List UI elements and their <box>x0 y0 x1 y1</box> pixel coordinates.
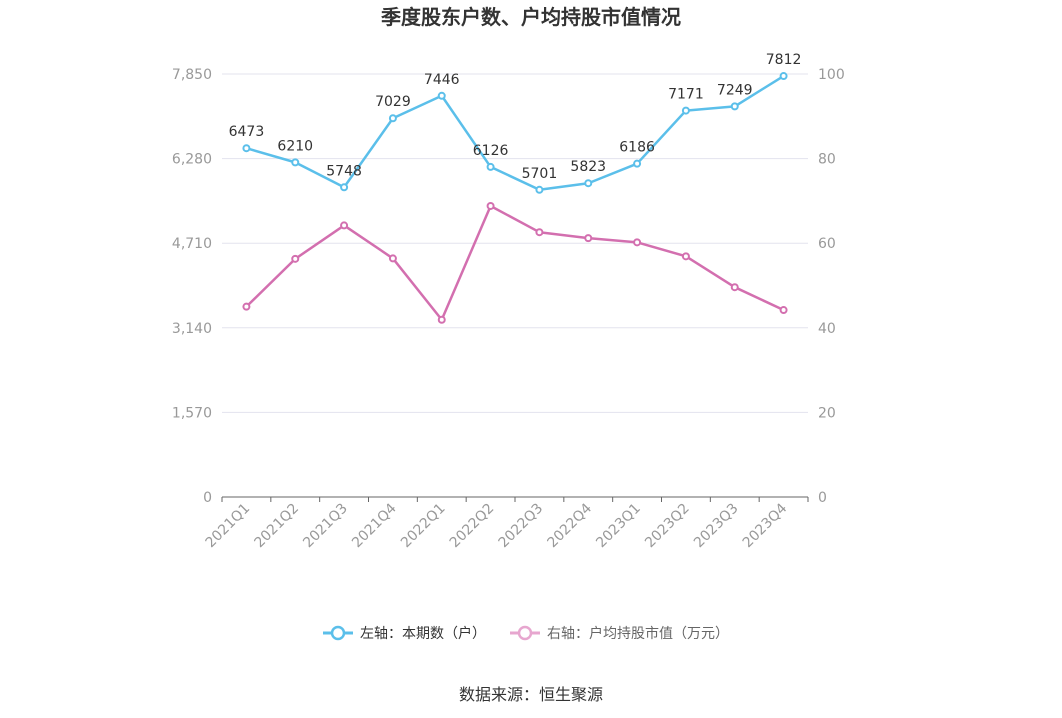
data-label: 6126 <box>473 143 509 159</box>
x-tick-label: 2022Q1 <box>398 501 449 552</box>
data-label: 6186 <box>619 140 655 156</box>
right-tick-label: 20 <box>818 405 836 421</box>
point-avg-value <box>486 201 495 210</box>
right-axis: 0 20 40 60 80 100 <box>818 67 845 506</box>
x-tick-label: 2021Q1 <box>203 501 254 552</box>
x-tick-label: 2022Q4 <box>544 500 595 551</box>
left-tick-label: 6,280 <box>172 152 212 168</box>
legend-item-right-series[interactable]: 右轴：户均持股市值（万元） <box>510 625 729 642</box>
point-shareholders <box>340 183 349 192</box>
legend-item-left-series[interactable]: 左轴：本期数（户） <box>323 625 486 642</box>
legend-marker-left <box>330 625 346 641</box>
series-layer: 6473 6210 5748 7029 7446 6126 5701 5823 6186 7171… <box>229 52 802 324</box>
x-tick-label: 2022Q2 <box>447 501 498 552</box>
legend-label-right: 右轴：户均持股市值（万元） <box>547 625 729 642</box>
point-shareholders <box>535 185 544 194</box>
data-label: 7171 <box>668 87 704 103</box>
right-tick-label: 80 <box>818 152 836 168</box>
point-avg-value <box>633 238 642 247</box>
point-shareholders <box>633 159 642 168</box>
point-avg-value <box>437 315 446 324</box>
grid <box>222 73 808 413</box>
series-line-shareholders <box>246 74 785 192</box>
point-avg-value <box>681 252 690 261</box>
point-shareholders <box>388 114 397 123</box>
point-avg-value <box>242 302 251 311</box>
data-label: 7029 <box>375 94 411 110</box>
data-label: 6210 <box>277 138 313 154</box>
x-tick-label: 2023Q2 <box>642 501 693 552</box>
left-axis: 0 1,570 3,140 4,710 6,280 7,850 <box>172 67 212 506</box>
point-avg-value <box>388 254 397 263</box>
data-label: 5823 <box>570 159 606 175</box>
x-tick-label: 2023Q4 <box>740 500 791 551</box>
x-axis: 2021Q12021Q22021Q32021Q42022Q12022Q22022… <box>203 496 809 552</box>
x-tick-label: 2023Q1 <box>593 501 644 552</box>
legend-label-left: 左轴：本期数（户） <box>360 625 486 642</box>
left-tick-label: 7,850 <box>172 67 212 83</box>
point-shareholders <box>291 158 300 167</box>
left-tick-label: 1,570 <box>172 405 212 421</box>
point-shareholders <box>242 144 251 153</box>
data-label: 6473 <box>229 124 265 140</box>
x-tick-label: 2021Q3 <box>300 501 351 552</box>
point-avg-value <box>584 234 593 243</box>
source-note: 数据来源：恒生聚源 <box>459 685 603 704</box>
legend[interactable]: 左轴：本期数（户） 右轴：户均持股市值（万元） <box>323 625 729 642</box>
point-shareholders <box>681 106 690 115</box>
x-tick-label: 2021Q4 <box>349 500 400 551</box>
right-tick-label: 60 <box>818 236 836 252</box>
point-shareholders <box>584 179 593 188</box>
point-shareholders <box>779 72 788 81</box>
point-avg-value <box>779 306 788 315</box>
point-avg-value <box>340 221 349 230</box>
x-tick-label: 2022Q3 <box>496 501 547 552</box>
right-tick-label: 40 <box>818 321 836 337</box>
legend-marker-right <box>517 625 533 641</box>
chart-title: 季度股东户数、户均持股市值情况 <box>380 5 681 29</box>
data-label: 7249 <box>717 82 753 98</box>
point-shareholders <box>437 91 446 100</box>
series-line-avg-value <box>245 204 785 322</box>
point-shareholders <box>730 102 739 111</box>
point-avg-value <box>535 228 544 237</box>
point-shareholders <box>486 162 495 171</box>
point-avg-value <box>730 283 739 292</box>
data-label: 7812 <box>766 52 802 68</box>
point-avg-value <box>291 254 300 263</box>
right-tick-label: 0 <box>818 490 827 506</box>
data-label: 5701 <box>522 166 558 182</box>
data-label: 5748 <box>326 163 362 179</box>
x-tick-label: 2021Q2 <box>251 501 302 552</box>
x-tick-label: 2023Q3 <box>691 501 742 552</box>
left-tick-label: 0 <box>203 490 212 506</box>
left-tick-label: 4,710 <box>172 236 212 252</box>
left-tick-label: 3,140 <box>172 321 212 337</box>
data-label: 7446 <box>424 72 460 88</box>
right-tick-label: 100 <box>818 67 845 83</box>
